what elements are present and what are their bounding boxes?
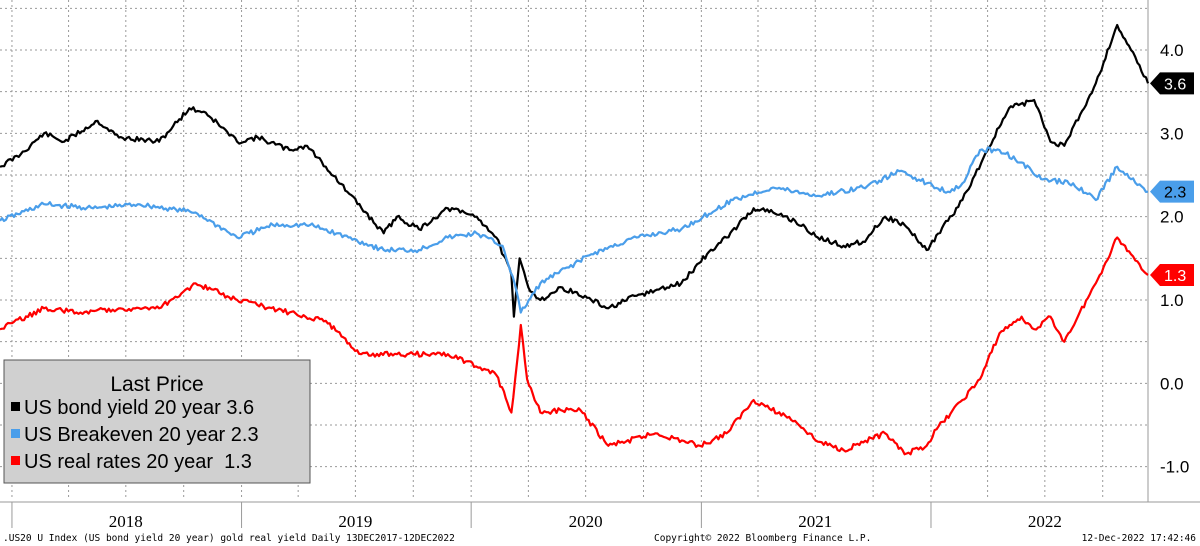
last-value-badge	[1150, 180, 1194, 203]
legend-entry-breakeven: US Breakeven 20 year 2.3	[24, 424, 259, 446]
y-tick-label: 0.0	[1160, 374, 1184, 393]
y-tick-label: -1.0	[1160, 458, 1189, 477]
series-line	[0, 146, 1149, 314]
x-tick-label: 2022	[1028, 512, 1062, 531]
legend-entry-real-rates: US real rates 20 year 1.3	[24, 451, 252, 473]
last-value-badges: 3.6 2.3 1.3	[1150, 72, 1194, 286]
last-value-badge	[1150, 72, 1194, 95]
legend-box	[3, 359, 311, 484]
y-tick-label: 2.0	[1160, 208, 1184, 227]
legend-swatch-breakeven	[11, 429, 20, 438]
footer-source: .US20 U Index (US bond yield 20 year) go…	[3, 533, 455, 544]
x-axis-separators	[11, 502, 932, 528]
legend-title: Last Price	[110, 373, 203, 396]
last-value-label: 3.6	[1164, 76, 1186, 93]
last-value-badge	[1150, 264, 1194, 286]
y-axis-ticks: -1.0 0.0 1.0 2.0 3.0 4.0	[1160, 41, 1189, 477]
series-line	[0, 236, 1149, 456]
series-layer	[0, 23, 1150, 456]
footer-timestamp: 12-Dec-2022 17:42:46	[1082, 533, 1197, 544]
legend-swatch-bond-yield	[11, 402, 20, 411]
x-tick-label: 2019	[338, 512, 372, 531]
y-tick-label: 4.0	[1160, 41, 1184, 60]
x-tick-label: 2018	[109, 512, 143, 531]
y-tick-label: 3.0	[1160, 124, 1184, 143]
footer-copyright: Copyright© 2022 Bloomberg Finance L.P.	[654, 533, 871, 544]
footer: .US20 U Index (US bond yield 20 year) go…	[3, 533, 1196, 544]
y-tick-label: 1.0	[1160, 291, 1184, 310]
x-tick-label: 2021	[798, 512, 832, 531]
legend: Last Price US bond yield 20 year 3.6 US …	[3, 359, 311, 484]
legend-swatch-real-rates	[11, 456, 20, 465]
x-axis-ticks: 2018 2019 2020 2021 2022	[109, 512, 1062, 531]
last-value-label: 2.3	[1164, 185, 1186, 202]
legend-entry-bond-yield: US bond yield 20 year 3.6	[24, 397, 254, 419]
x-tick-label: 2020	[569, 512, 603, 531]
series-line	[0, 23, 1150, 318]
x-axis: 2018 2019 2020 2021 2022	[0, 501, 1200, 531]
last-value-label: 1.3	[1164, 268, 1186, 285]
